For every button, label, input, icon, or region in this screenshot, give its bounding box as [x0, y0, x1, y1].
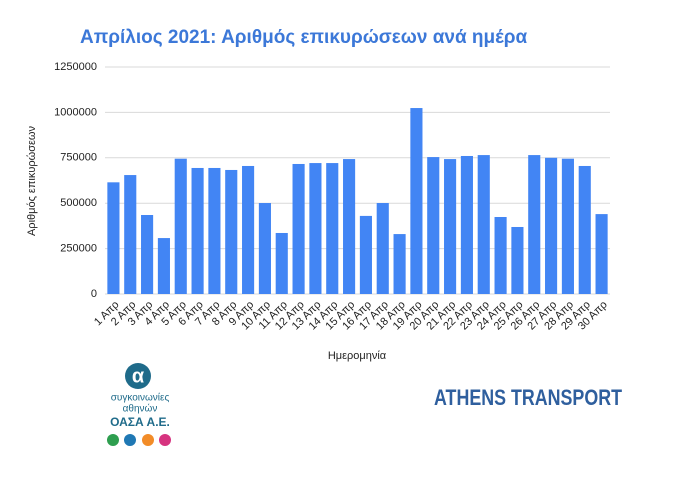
bar [595, 214, 608, 294]
mode-icon [124, 434, 136, 446]
oasa-logo: α συγκοινωνίες αθηνών ΟΑΣΑ Α.Ε. [107, 363, 171, 446]
bar [578, 165, 591, 294]
bar [359, 215, 372, 294]
bar [157, 238, 170, 294]
bar [477, 155, 490, 294]
bar [191, 167, 204, 294]
x-axis-label: Ημερομηνία [328, 350, 387, 362]
mode-icon [107, 434, 119, 446]
y-tick-label: 0 [91, 288, 97, 300]
oasa-line1: συγκοινωνίες [111, 392, 170, 404]
bar [275, 232, 288, 294]
bar [460, 155, 473, 294]
bar [225, 169, 238, 294]
oasa-name: ΟΑΣΑ Α.Ε. [110, 415, 170, 429]
chart-title: Απρίλιος 2021: Αριθμός επικυρώσεων ανά η… [80, 27, 527, 48]
bar [309, 163, 322, 294]
y-axis-label: Αριθμός επικυρώσεων [26, 125, 38, 236]
y-tick-label: 500000 [60, 197, 97, 209]
bar [494, 217, 507, 294]
oasa-line2: αθηνών [123, 403, 158, 415]
bar [427, 157, 440, 294]
bar [107, 182, 120, 294]
y-tick-label: 1250000 [54, 61, 97, 73]
bar [258, 203, 271, 294]
bar [545, 157, 558, 294]
bar [410, 108, 423, 295]
bar [174, 158, 187, 294]
mode-icon [142, 434, 154, 446]
logo-glyph: α [132, 365, 145, 387]
y-tick-label: 250000 [60, 243, 97, 255]
bar [376, 203, 389, 294]
mode-icon [159, 434, 171, 446]
bar [208, 167, 221, 294]
athens-transport-logo: ATHENS TRANSPORT [434, 385, 622, 410]
bar [292, 163, 305, 294]
bar [124, 175, 137, 294]
bar [242, 165, 255, 294]
bar [393, 234, 406, 294]
logo-icon [125, 363, 151, 389]
y-tick-label: 750000 [60, 152, 97, 164]
bar [444, 159, 457, 294]
y-tick-label: 1000000 [54, 106, 97, 118]
bar [528, 155, 541, 294]
bar [326, 163, 339, 294]
bar [561, 158, 574, 294]
bar [141, 215, 154, 294]
bar [343, 159, 356, 294]
bar [511, 226, 524, 294]
